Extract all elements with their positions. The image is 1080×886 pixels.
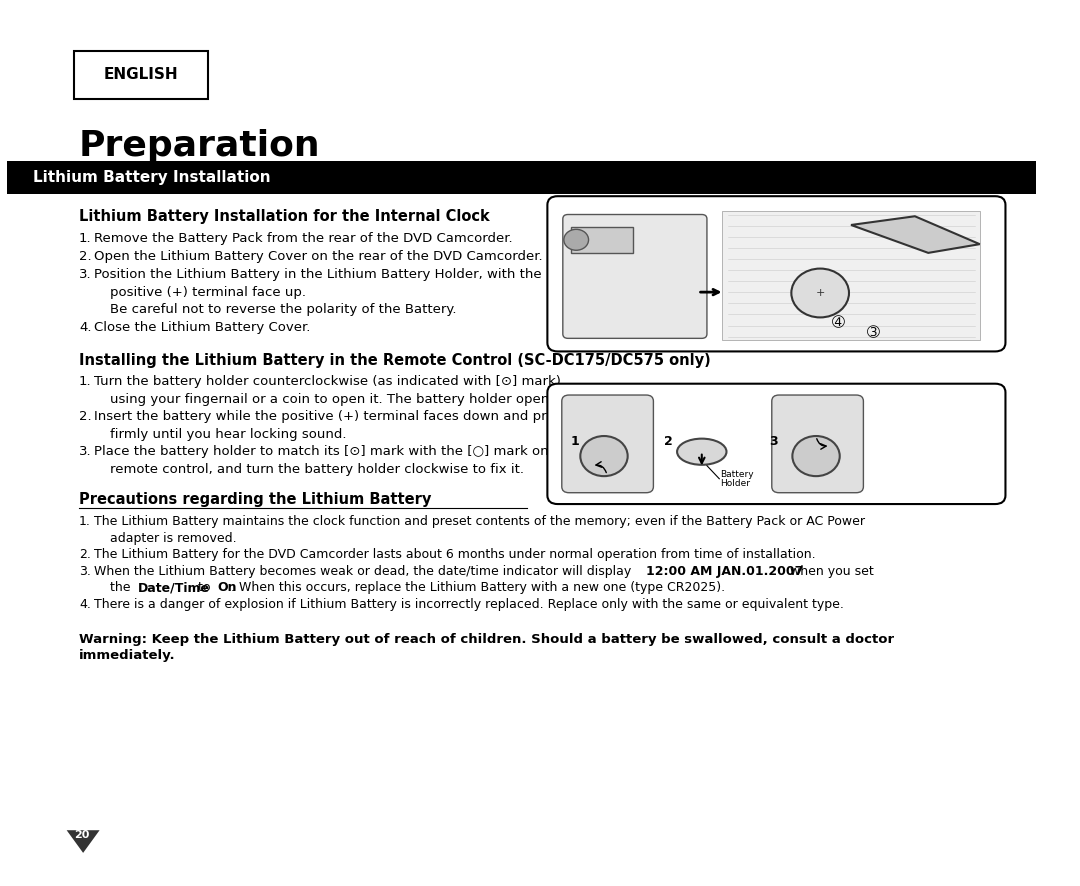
Text: when you set: when you set <box>786 564 874 578</box>
Text: Installing the Lithium Battery in the Remote Control (SC-DC175/DC575 only): Installing the Lithium Battery in the Re… <box>79 353 711 368</box>
Text: ENGLISH: ENGLISH <box>104 67 178 82</box>
Ellipse shape <box>677 439 727 465</box>
Text: Precautions regarding the Lithium Battery: Precautions regarding the Lithium Batter… <box>79 493 431 507</box>
Text: The Lithium Battery for the DVD Camcorder lasts about 6 months under normal oper: The Lithium Battery for the DVD Camcorde… <box>94 548 816 561</box>
FancyBboxPatch shape <box>548 384 1005 504</box>
Text: remote control, and turn the battery holder clockwise to fix it.: remote control, and turn the battery hol… <box>110 462 524 476</box>
FancyBboxPatch shape <box>562 395 653 493</box>
Text: 1: 1 <box>571 435 580 447</box>
Text: 2.: 2. <box>79 548 91 561</box>
Text: 4.: 4. <box>79 322 92 334</box>
Text: 2.: 2. <box>79 410 92 424</box>
Text: +: + <box>815 288 825 298</box>
Polygon shape <box>851 216 980 253</box>
Text: 20: 20 <box>75 830 90 841</box>
Text: On: On <box>217 581 237 595</box>
Text: Turn the battery holder counterclockwise (as indicated with [⊙] mark),: Turn the battery holder counterclockwise… <box>94 376 566 388</box>
Text: firmly until you hear locking sound.: firmly until you hear locking sound. <box>110 428 347 440</box>
Text: 2.: 2. <box>79 250 92 263</box>
Text: Holder: Holder <box>720 479 751 488</box>
FancyBboxPatch shape <box>563 214 707 338</box>
Text: 4.: 4. <box>79 598 91 610</box>
Text: Warning: Keep the Lithium Battery out of reach of children. Should a battery be : Warning: Keep the Lithium Battery out of… <box>79 633 894 646</box>
Text: . When this occurs, replace the Lithium Battery with a new one (type CR2025).: . When this occurs, replace the Lithium … <box>231 581 726 595</box>
Text: Position the Lithium Battery in the Lithium Battery Holder, with the: Position the Lithium Battery in the Lith… <box>94 268 542 281</box>
FancyBboxPatch shape <box>73 51 207 98</box>
Circle shape <box>792 268 849 317</box>
Text: The Lithium Battery maintains the clock function and preset contents of the memo: The Lithium Battery maintains the clock … <box>94 515 865 528</box>
Bar <box>571 227 633 253</box>
Text: 1.: 1. <box>79 376 92 388</box>
Text: 3: 3 <box>769 435 778 447</box>
Text: Be careful not to reverse the polarity of the Battery.: Be careful not to reverse the polarity o… <box>110 303 457 316</box>
Bar <box>6 161 1037 194</box>
Text: Battery: Battery <box>720 470 754 479</box>
FancyBboxPatch shape <box>723 211 980 340</box>
Circle shape <box>793 436 840 476</box>
Text: Lithium Battery Installation for the Internal Clock: Lithium Battery Installation for the Int… <box>79 209 489 224</box>
Text: the: the <box>110 581 134 595</box>
Text: ➃: ➃ <box>833 315 845 330</box>
Text: 1.: 1. <box>79 231 92 245</box>
FancyBboxPatch shape <box>548 196 1005 352</box>
Text: There is a danger of explosion if Lithium Battery is incorrectly replaced. Repla: There is a danger of explosion if Lithiu… <box>94 598 845 610</box>
Text: When the Lithium Battery becomes weak or dead, the date/time indicator will disp: When the Lithium Battery becomes weak or… <box>94 564 636 578</box>
Text: Preparation: Preparation <box>79 129 321 164</box>
Text: Date/Time: Date/Time <box>137 581 210 595</box>
Text: Insert the battery while the positive (+) terminal faces down and press it: Insert the battery while the positive (+… <box>94 410 582 424</box>
Text: using your fingernail or a coin to open it. The battery holder opens.: using your fingernail or a coin to open … <box>110 392 561 406</box>
Text: Lithium Battery Installation: Lithium Battery Installation <box>32 170 270 185</box>
Text: to: to <box>194 581 215 595</box>
Text: ➂: ➂ <box>867 325 880 339</box>
Text: 3.: 3. <box>79 446 92 458</box>
Text: 3.: 3. <box>79 268 92 281</box>
Text: Place the battery holder to match its [⊙] mark with the [○] mark on the: Place the battery holder to match its [⊙… <box>94 446 576 458</box>
Circle shape <box>564 229 589 250</box>
Text: 12:00 AM JAN.01.2007: 12:00 AM JAN.01.2007 <box>646 564 804 578</box>
Circle shape <box>580 436 627 476</box>
Polygon shape <box>67 830 99 853</box>
Text: Remove the Battery Pack from the rear of the DVD Camcorder.: Remove the Battery Pack from the rear of… <box>94 231 513 245</box>
Text: immediately.: immediately. <box>79 649 176 663</box>
Text: Close the Lithium Battery Cover.: Close the Lithium Battery Cover. <box>94 322 311 334</box>
Text: 2: 2 <box>664 435 673 447</box>
FancyBboxPatch shape <box>772 395 863 493</box>
Text: adapter is removed.: adapter is removed. <box>110 532 237 545</box>
Text: 1.: 1. <box>79 515 91 528</box>
Text: Open the Lithium Battery Cover on the rear of the DVD Camcorder.: Open the Lithium Battery Cover on the re… <box>94 250 543 263</box>
Text: positive (+) terminal face up.: positive (+) terminal face up. <box>110 285 306 299</box>
Text: 3.: 3. <box>79 564 91 578</box>
